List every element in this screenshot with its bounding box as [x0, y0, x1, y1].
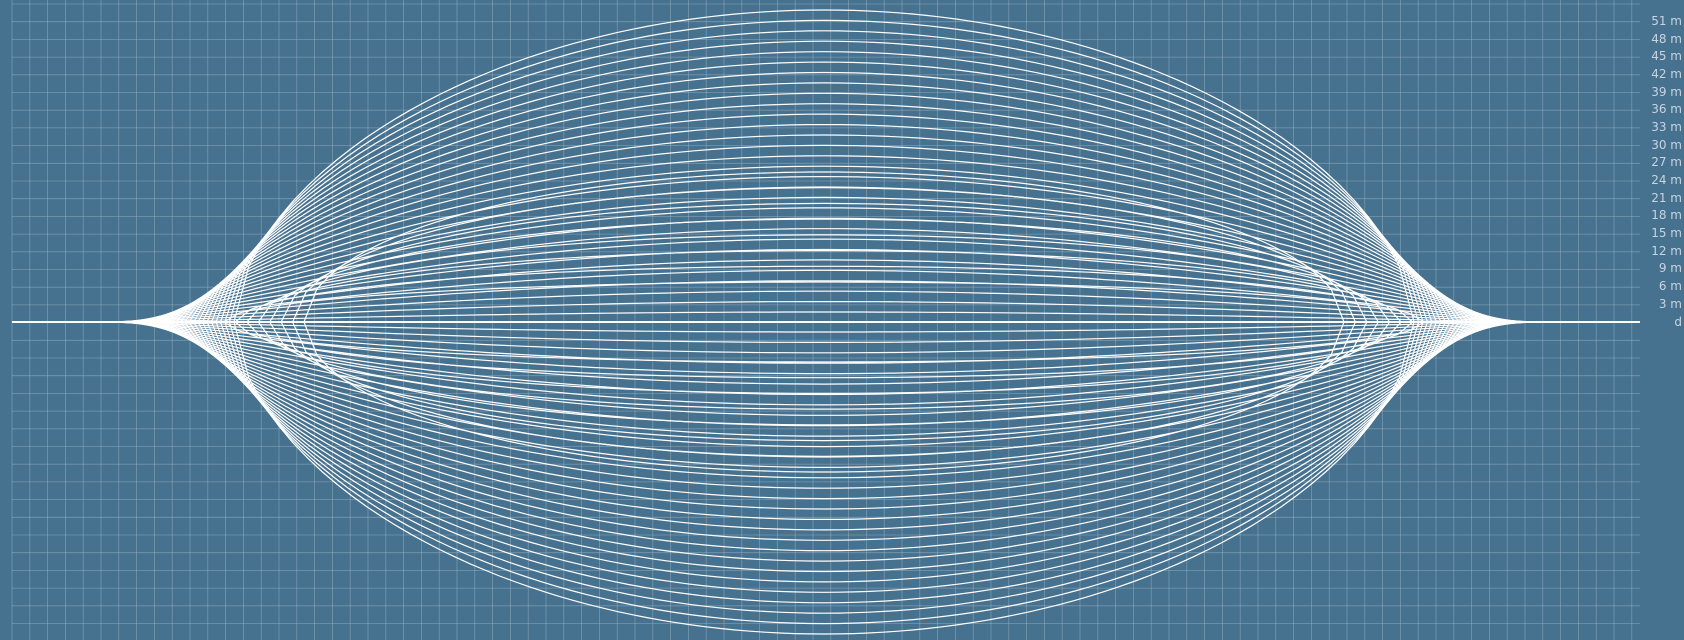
scale-label-39m: 39 m [1651, 85, 1682, 99]
curve-upper-inner [292, 187, 1356, 323]
curve-lower [224, 321, 1424, 614]
curve-lower [126, 321, 1522, 385]
curve-upper [108, 301, 1540, 323]
curve-lower [148, 321, 1500, 437]
scale-label-6m: 6 m [1658, 279, 1682, 293]
curve-upper [166, 165, 1482, 323]
curve-upper [193, 103, 1455, 323]
curve-upper [139, 228, 1509, 323]
scale-label-33m: 33 m [1651, 120, 1682, 134]
curve-lower [153, 321, 1495, 448]
curve-lower [161, 321, 1487, 469]
curve-lower-inner [223, 321, 1425, 363]
scale-label-30m: 30 m [1651, 138, 1682, 152]
curve-lower-inner [303, 321, 1345, 473]
curve-lower-inner [280, 321, 1368, 442]
scale-label-12m: 12 m [1651, 244, 1682, 258]
curve-lower [130, 321, 1518, 396]
curve-lower [135, 321, 1513, 406]
curve-upper [161, 175, 1487, 323]
scale-label-18m: 18 m [1651, 208, 1682, 222]
curve-lower-inner [257, 321, 1391, 410]
curve-upper [202, 82, 1446, 323]
curve-lower [117, 321, 1531, 364]
scale-label-27m: 27 m [1651, 155, 1682, 169]
curve-lower-inner [269, 321, 1379, 426]
curve-lower [103, 321, 1545, 333]
scale-label-9m: 9 m [1658, 261, 1682, 275]
curve-upper-inner [280, 202, 1368, 323]
curve-lower [193, 321, 1455, 541]
curve-lower-inner [292, 321, 1356, 457]
curve-lower [184, 321, 1464, 520]
curve-upper [233, 9, 1415, 323]
curve-lower [179, 321, 1469, 510]
curve-upper [170, 155, 1478, 323]
curve-lower [211, 321, 1437, 583]
curve-upper [103, 311, 1545, 323]
curve-upper [215, 51, 1433, 323]
curve-upper-inner [257, 234, 1391, 323]
curve-lower [157, 321, 1491, 458]
curve-upper [117, 280, 1531, 323]
curve-upper-inner [235, 265, 1413, 323]
curve-lower [215, 321, 1433, 593]
curve-upper [220, 40, 1428, 323]
curve-lower [220, 321, 1428, 604]
curve-lower [206, 321, 1442, 573]
curve-lower [233, 321, 1415, 635]
scale-label-21m: 21 m [1651, 191, 1682, 205]
scale-label-d: d [1674, 315, 1682, 329]
scale-label-3m: 3 m [1658, 297, 1682, 311]
scale-label-column: 51 m 48 m 45 m 42 m 39 m 36 m 33 m 30 m … [1640, 0, 1684, 640]
scale-label-24m: 24 m [1651, 173, 1682, 187]
scale-label-42m: 42 m [1651, 67, 1682, 81]
curve-lower [202, 321, 1446, 562]
curve-upper [188, 113, 1460, 323]
curve-upper [211, 61, 1437, 323]
curve-upper [224, 30, 1424, 323]
curve-upper [135, 238, 1513, 323]
curve-lower [188, 321, 1460, 531]
curve-lower [197, 321, 1451, 552]
curve-upper [148, 207, 1500, 323]
curve-upper [228, 19, 1420, 323]
curve-upper-inner [246, 250, 1402, 323]
curve-lower [170, 321, 1478, 489]
curve-lower [166, 321, 1482, 479]
curve-lower-inner [235, 321, 1413, 379]
curve-lower [175, 321, 1473, 500]
scale-label-45m: 45 m [1651, 49, 1682, 63]
curve-lower [112, 321, 1536, 354]
curve-lower [108, 321, 1540, 343]
curve-upper [130, 248, 1518, 323]
curve-upper-inner [303, 171, 1345, 323]
curve-upper [153, 196, 1495, 323]
scale-label-15m: 15 m [1651, 226, 1682, 240]
curve-upper [179, 134, 1469, 323]
curve-upper [206, 71, 1442, 323]
curve-upper-inner [269, 218, 1379, 323]
curve-lower [228, 321, 1420, 625]
curve-upper [112, 290, 1536, 323]
scale-label-36m: 36 m [1651, 102, 1682, 116]
curve-upper [121, 269, 1527, 323]
curve-upper [126, 259, 1522, 323]
curve-upper [175, 144, 1473, 323]
curve-lower [139, 321, 1509, 416]
curve-upper [197, 92, 1451, 323]
curve-upper [184, 124, 1464, 323]
scale-label-48m: 48 m [1651, 32, 1682, 46]
curve-upper [157, 186, 1491, 323]
curve-upper-inner [223, 281, 1425, 323]
curve-lower-inner [246, 321, 1402, 394]
curve-lower [121, 321, 1527, 375]
scale-label-51m: 51 m [1651, 14, 1682, 28]
